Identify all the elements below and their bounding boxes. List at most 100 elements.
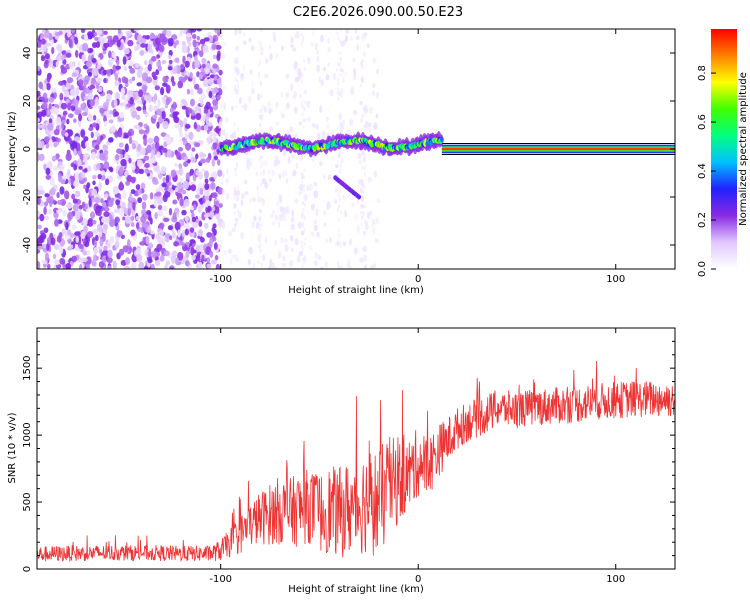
heatmap-cell [105,178,110,186]
heatmap-cell [285,205,290,214]
heatmap-cell [376,68,379,75]
heatmap-cell [362,247,365,252]
heatmap-cell [194,59,201,69]
heatmap-cell [361,33,364,38]
heatmap-cell [117,128,123,138]
heatmap-cell [302,201,305,206]
heatmap-cell [260,209,263,214]
heatmap-cell [264,58,269,65]
heatmap-cell [216,53,221,62]
heatmap-cell [300,79,303,84]
heatmap-cell [122,245,129,253]
heatmap-cell [231,105,234,111]
heatmap-cell [183,156,189,162]
heatmap-cell [293,62,298,71]
heatmap-cell [80,103,84,110]
heatmap-cell [234,168,237,173]
heatmap-cell [334,187,339,193]
heatmap-cell [107,239,115,245]
heatmap-cell [93,240,98,247]
heatmap-cell [197,206,202,213]
heatmap-cell [157,65,163,72]
heatmap-cell [301,244,304,249]
heatmap-cell [117,204,121,209]
heatmap-cell [125,30,132,36]
heatmap-cell [204,170,209,179]
heatmap-cell [208,239,213,248]
heatmap-cell [371,219,375,224]
x-tick-label: -100 [209,274,232,285]
heatmap-cell [201,211,206,221]
heatmap-cell [278,193,283,199]
heatmap-cell [47,122,54,131]
heatmap-cell [165,260,171,266]
heatmap-cell [120,158,127,167]
heatmap-cell [367,211,370,220]
heatmap-cell [191,216,197,223]
heatmap-cell [48,96,55,103]
heatmap-cell [43,43,47,52]
heatmap-cell [239,231,245,240]
heatmap-cell [109,110,113,115]
heatmap-cell [247,95,252,104]
heatmap-cell [274,266,278,269]
heatmap-cell [90,79,95,87]
heatmap-cell [373,126,377,131]
heatmap-cell [257,233,260,238]
heatmap-cell [302,175,305,180]
heatmap-cell [163,250,170,257]
heatmap-cell [250,44,255,52]
heatmap-cell [260,128,263,133]
heatmap-cell [313,190,317,198]
heatmap-cell [212,88,219,94]
heatmap-cell [128,78,133,84]
heatmap-cell [211,206,216,212]
heatmap-cell [54,107,59,116]
heatmap-cell [173,241,179,247]
heatmap-cell [180,29,184,35]
heatmap-cell [121,94,126,100]
heatmap-cell [223,102,226,111]
heatmap-cell [295,33,300,39]
colorbar-ticks: 0.0 0.2 0.4 0.6 0.8 [697,65,716,277]
heatmap-cell [219,103,223,110]
y-tick-label: 500 [22,493,33,512]
heatmap-cell [347,128,350,137]
heatmap-cell [83,177,87,183]
heatmap-cell [143,94,148,101]
heatmap-cell [116,39,121,48]
heatmap-cell [63,90,70,98]
heatmap-cell [236,220,239,225]
heatmap-cell [300,103,303,108]
heatmap-cell [111,51,116,59]
heatmap-cell [221,221,226,229]
heatmap-cell [62,110,68,116]
heatmap-cell [354,29,358,34]
heatmap-cell [212,135,217,143]
heatmap-cell [363,247,366,252]
heatmap-cell [130,222,135,228]
heatmap-cell [136,69,143,79]
heatmap-cell [185,250,190,258]
heatmap-cell [72,180,80,187]
heatmap-cell [145,76,153,84]
heatmap-cell [78,264,83,269]
snr-y-axis-label: SNR (10 * v/v) [7,412,18,483]
heatmap-cell [174,123,180,129]
heatmap-cell [351,202,355,208]
heatmap-cell [219,130,223,137]
heatmap-cell [212,132,218,137]
heatmap-cell [73,148,77,157]
heatmap-cell [40,33,45,39]
y-tick-label: 0 [22,566,33,572]
heatmap-cell [361,151,364,156]
heatmap-cell [260,197,263,202]
heatmap-cell [303,89,308,95]
heatmap-cell [55,116,62,126]
heatmap-cell [103,42,110,49]
heatmap-cell [275,52,279,59]
heatmap-cell [332,72,337,81]
heatmap-cell [342,39,346,46]
heatmap-cell [68,61,75,69]
heatmap-cell [96,223,103,233]
